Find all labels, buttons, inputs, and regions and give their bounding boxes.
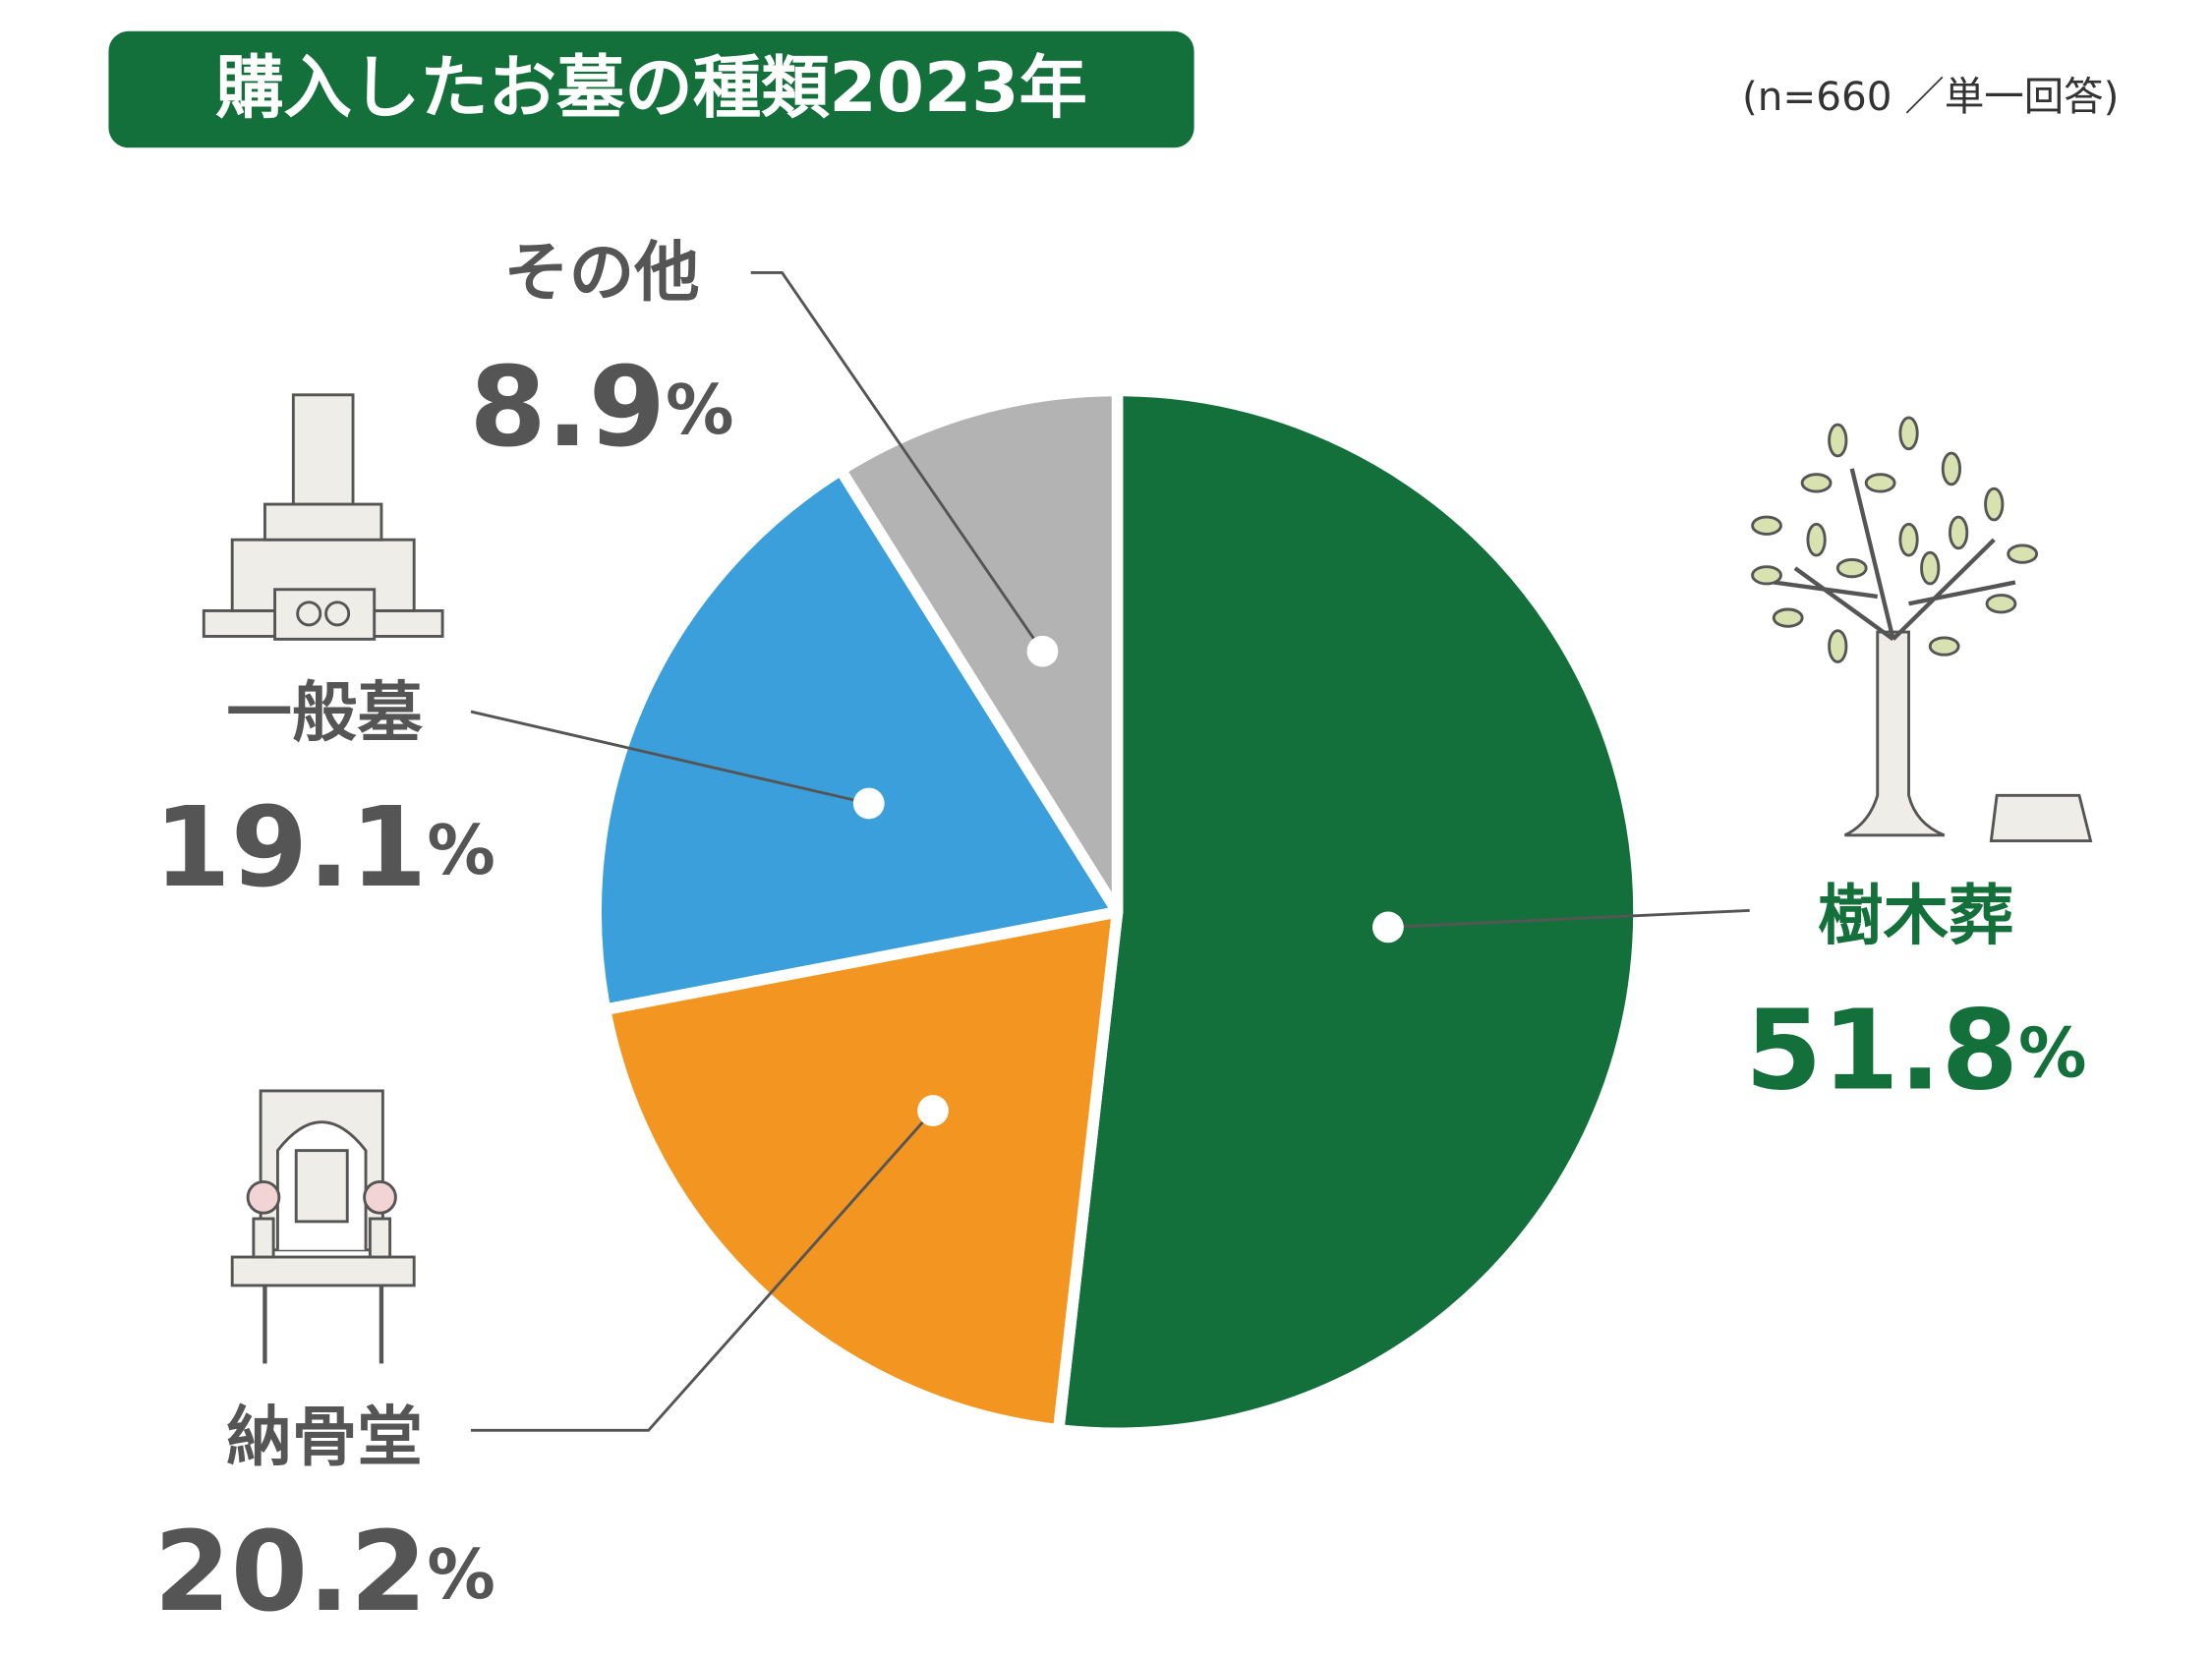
pie-slice <box>835 384 1124 918</box>
leader-line <box>1387 908 1750 929</box>
category-label: その他 <box>503 234 699 311</box>
pie-slice <box>1052 384 1645 1439</box>
leader-dot <box>1372 911 1404 944</box>
value-label: 19.1% <box>153 782 495 912</box>
grave-icon <box>202 393 444 641</box>
leader-dot <box>852 787 885 820</box>
leader-line <box>750 271 1044 653</box>
value-label: 51.8% <box>1745 985 2087 1115</box>
chart-title: 購入したお墓の種類2023年 <box>215 49 1087 128</box>
title-box <box>108 30 1194 148</box>
category-label: 一般墓 <box>226 674 423 751</box>
pie-slice <box>590 464 1124 1015</box>
category-label: 樹木葬 <box>1818 878 2013 954</box>
value-label: 20.2% <box>153 1507 495 1636</box>
altar-icon <box>230 1089 416 1364</box>
leader-line <box>470 1110 935 1432</box>
category-label: 納骨堂 <box>226 1399 422 1475</box>
chart-subtitle: (n=660 ／単一回答) <box>1742 73 2119 120</box>
leader-dot <box>1026 635 1059 667</box>
tree-icon <box>1751 416 2093 843</box>
pie-slice <box>599 906 1124 1436</box>
leader-dot <box>917 1095 949 1126</box>
leader-line <box>470 710 870 805</box>
value-label: 8.9% <box>469 342 733 472</box>
